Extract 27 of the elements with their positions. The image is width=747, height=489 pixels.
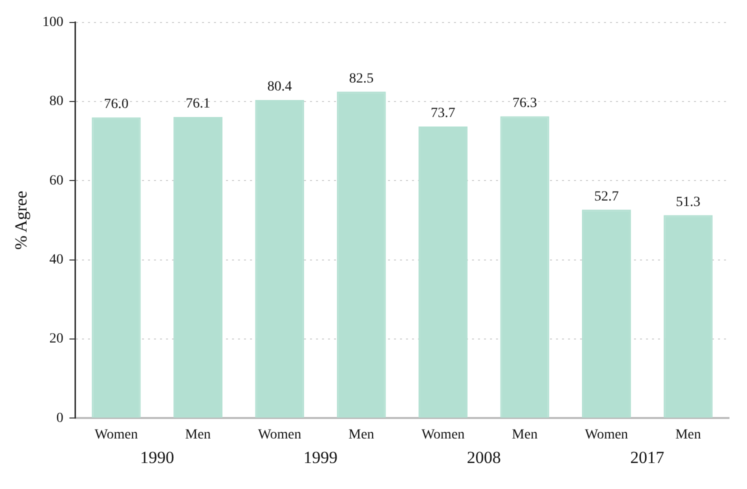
x-tick-label: Women (584, 427, 628, 442)
x-tick-label: Men (512, 427, 538, 442)
data-label: 76.0 (104, 97, 128, 112)
data-label: 52.7 (594, 189, 619, 204)
data-label: 80.4 (267, 80, 292, 95)
y-tick-label: 100 (42, 15, 64, 30)
y-tick-label: 60 (49, 173, 64, 188)
text: 1999 (304, 448, 338, 468)
x-tick-label: Men (185, 427, 211, 442)
y-axis-title: % Agree (12, 190, 31, 250)
text: 1990 (140, 448, 174, 468)
data-label: 76.1 (186, 96, 210, 112)
text: 2017 (630, 448, 665, 468)
data-label: 51.3 (676, 194, 700, 210)
data-label: 82.5 (349, 71, 374, 86)
y-tick-label: 20 (49, 332, 64, 347)
x-tick-label: Women (421, 427, 465, 442)
x-tick-label: Men (675, 427, 701, 442)
text: 2008 (466, 448, 501, 468)
y-tick-label: 0 (56, 410, 64, 426)
y-tick-label: 80 (49, 94, 64, 110)
x-tick-label: Women (94, 427, 138, 442)
y-tick-label: 40 (49, 252, 64, 268)
data-label: 73.7 (430, 106, 456, 122)
x-tick-label: Men (348, 427, 374, 442)
data-label: 76.3 (512, 96, 537, 111)
x-tick-label: Women (258, 427, 302, 442)
